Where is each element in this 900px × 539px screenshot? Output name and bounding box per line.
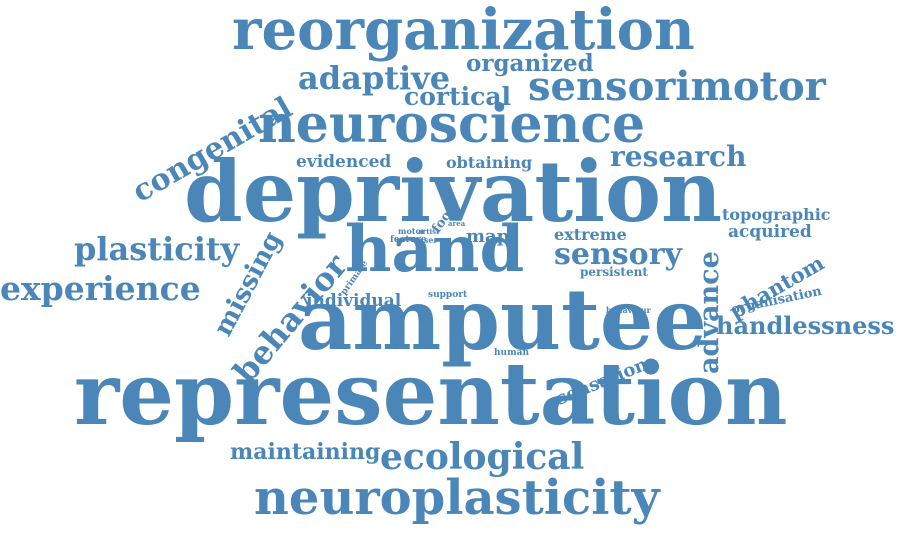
word-evidenced: evidenced (296, 152, 392, 172)
word-acquired: acquired (728, 222, 812, 242)
word-hand: hand (345, 212, 525, 287)
word-extreme: extreme (554, 225, 627, 244)
word-neuroscience: neuroscience (258, 94, 646, 155)
word-support: support (428, 290, 468, 300)
word-topographic: topographic (722, 205, 831, 224)
word-cortical: cortical (404, 82, 512, 111)
word-sensory: sensory (554, 237, 682, 272)
word-experience: experience (0, 269, 201, 308)
word-feature: feature (390, 235, 427, 245)
word-handlessness: handlessness (716, 311, 895, 340)
word-organized: organized (466, 50, 594, 77)
word-human: human (494, 348, 529, 358)
word-plasticity: plasticity (74, 230, 240, 268)
word-deprivation: deprivation (184, 142, 723, 241)
word-motor: motor (398, 226, 426, 236)
word-ecological: ecological (380, 436, 585, 478)
word-artist: artist (418, 227, 440, 236)
word-sensorimotor: sensorimotor (528, 63, 826, 110)
word-amputee: amputee (298, 270, 707, 369)
word-obtaining: obtaining (446, 153, 533, 172)
word-research: research (610, 140, 747, 173)
word-user: user (418, 235, 438, 245)
word-adaptive: adaptive (298, 59, 451, 97)
word-behaviour: behaviour (606, 305, 651, 315)
word-individual: individual (306, 291, 402, 311)
word-representation: representation (74, 344, 788, 445)
word-maintaining: maintaining (230, 439, 381, 465)
word-persistent: persistent (580, 265, 648, 279)
word-neuroplasticity: neuroplasticity (254, 470, 660, 526)
word-area: area (448, 219, 466, 228)
word-reorganization: reorganization (232, 0, 695, 63)
word-map: map (466, 226, 510, 247)
